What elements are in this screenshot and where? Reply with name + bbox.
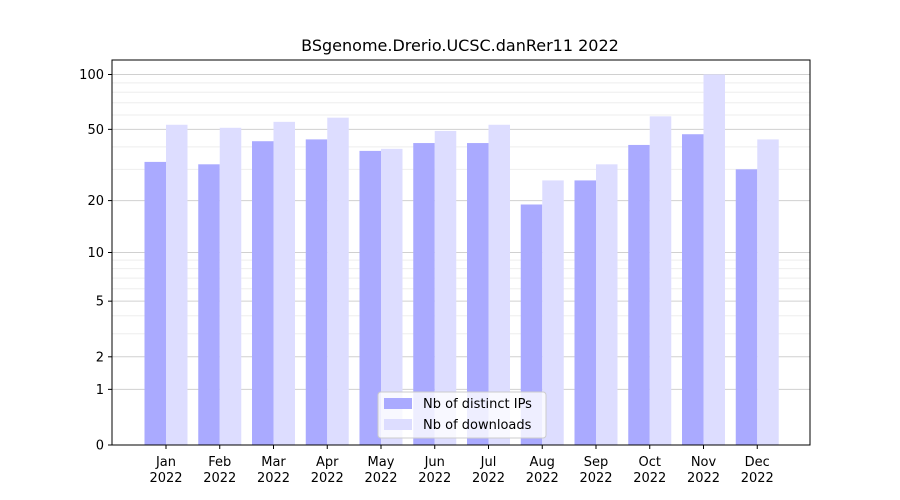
bar-distinct-ips-8 — [574, 180, 596, 446]
chart-title: BSgenome.Drerio.UCSC.danRer11 2022 — [301, 36, 619, 55]
legend-label-ips: Nb of distinct IPs — [423, 397, 532, 412]
y-tick-label: 2 — [96, 350, 104, 365]
bar-downloads-5 — [434, 130, 457, 445]
bars — [144, 74, 779, 446]
legend: Nb of distinct IPs Nb of downloads — [377, 391, 547, 439]
bar-downloads-10 — [703, 74, 725, 445]
x-tick-label: Sep 2022 — [579, 455, 612, 486]
x-tick-label: Mar 2022 — [257, 455, 290, 486]
y-tick-label: 20 — [87, 194, 104, 209]
bar-downloads-0 — [166, 124, 188, 445]
x-tick-label: Dec 2022 — [741, 455, 774, 486]
bar-downloads-4 — [381, 148, 403, 445]
x-tick-label: Feb 2022 — [203, 455, 236, 486]
bar-downloads-6 — [488, 124, 510, 445]
y-tick-label: 100 — [79, 68, 104, 83]
bar-distinct-ips-7 — [520, 204, 543, 445]
bar-downloads-3 — [327, 117, 349, 445]
x-tick-label: Apr 2022 — [311, 455, 344, 486]
bar-distinct-ips-1 — [198, 164, 220, 445]
x-tick-label: Jul 2022 — [472, 455, 505, 486]
bar-downloads-11 — [757, 139, 779, 445]
legend-box — [377, 391, 547, 439]
bar-distinct-ips-0 — [144, 161, 166, 445]
legend-label-downloads: Nb of downloads — [423, 418, 532, 433]
bar-distinct-ips-10 — [682, 134, 704, 445]
bar-downloads-2 — [273, 121, 295, 445]
x-tick-label: Jan 2022 — [149, 455, 182, 486]
bar-distinct-ips-2 — [252, 141, 274, 446]
x-axis: Jan 2022 Feb 2022 Mar 2022 Apr 2022 May 2022 Jun 20… — [149, 445, 774, 486]
y-tick-label: 5 — [96, 295, 104, 310]
legend-swatch-downloads — [384, 419, 412, 430]
bar-distinct-ips-3 — [305, 139, 328, 445]
x-tick-label: May 2022 — [364, 455, 397, 486]
bar-distinct-ips-5 — [413, 143, 435, 446]
bar-distinct-ips-6 — [467, 143, 489, 446]
bar-downloads-7 — [542, 180, 564, 446]
bar-distinct-ips-11 — [735, 169, 758, 445]
bar-distinct-ips-4 — [359, 150, 381, 445]
x-tick-label: Aug 2022 — [526, 455, 559, 486]
bar-downloads-1 — [219, 127, 242, 446]
bar-distinct-ips-9 — [628, 144, 650, 445]
y-axis: 0 1 2 5 10 20 50 100 — [79, 68, 112, 454]
x-tick-label: Jun 2022 — [418, 455, 451, 486]
x-tick-label: Nov 2022 — [687, 455, 720, 486]
y-tick-label: 0 — [96, 439, 104, 454]
bar-downloads-8 — [596, 164, 618, 445]
legend-swatch-ips — [384, 398, 412, 409]
y-tick-label: 1 — [96, 383, 104, 398]
x-tick-label: Oct 2022 — [633, 455, 666, 486]
bar-downloads-9 — [649, 116, 672, 446]
y-tick-label: 10 — [87, 246, 104, 261]
y-tick-label: 50 — [87, 123, 104, 138]
